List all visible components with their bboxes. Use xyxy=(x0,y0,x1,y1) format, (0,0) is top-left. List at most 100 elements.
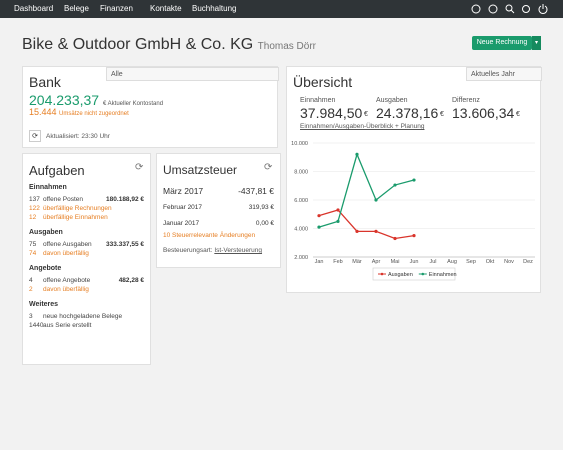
nav-item[interactable]: Dashboard xyxy=(14,4,54,13)
title: Übersicht xyxy=(293,74,353,90)
period: Januar 2017 xyxy=(163,220,200,227)
amount: 0,00 € xyxy=(255,220,274,227)
data-point xyxy=(355,229,359,233)
data-point xyxy=(412,178,416,182)
y-tick-label: 4.000 xyxy=(294,227,308,233)
legend-label: Einnahmen xyxy=(429,272,457,278)
data-point xyxy=(355,152,359,156)
amount: 482,28 € xyxy=(118,277,144,284)
group-title: Ausgaben xyxy=(29,229,63,236)
x-tick-label: Okt xyxy=(486,259,495,265)
series-line xyxy=(318,152,415,228)
y-tick-label: 2.000 xyxy=(294,255,308,261)
company: Bike & Outdoor GmbH & Co. KG xyxy=(22,36,254,53)
label: aus Serie erstellt xyxy=(43,322,92,329)
kpi-label: Einnahmen xyxy=(300,97,336,104)
count: 1440 xyxy=(29,322,44,329)
title: Bank xyxy=(29,74,61,90)
unassigned-line: 15.444 Umsätze nicht zugeordnet xyxy=(29,107,129,117)
nav-item[interactable]: Finanzen xyxy=(100,4,133,13)
balance-label: Aktueller Kontostand xyxy=(107,101,164,107)
nav-item[interactable]: Belege xyxy=(64,4,89,13)
x-tick-label: Mai xyxy=(391,259,400,265)
legend-dot xyxy=(380,272,384,276)
group-title: Weiteres xyxy=(29,301,59,308)
kpi-label: Ausgaben xyxy=(376,97,408,104)
title: Aufgaben xyxy=(29,163,85,178)
label: überfällige Einnahmen xyxy=(43,214,108,221)
dropdown-button[interactable]: ▾ xyxy=(532,36,541,50)
refresh-icon[interactable]: ⟳ xyxy=(264,162,273,173)
x-tick-label: Jul xyxy=(429,259,436,265)
data-point xyxy=(336,219,340,223)
currency: € xyxy=(102,101,107,107)
data-point xyxy=(393,183,397,187)
y-tick-label: 8.000 xyxy=(294,170,308,176)
kpi-value: 37.984,50 xyxy=(300,105,363,121)
count: 75 xyxy=(29,241,37,248)
tax-card: Umsatzsteuer ⟳ März 2017 -437,81 € Februar… xyxy=(156,153,281,268)
basis-label: Besteuerungsart: xyxy=(163,247,213,254)
label: davon überfällig xyxy=(43,250,89,257)
company-name: Bike & Outdoor GmbH & Co. KG Thomas Dörr xyxy=(22,36,316,54)
x-tick-label: Mär xyxy=(352,259,362,265)
label: neue hochgeladene Belege xyxy=(43,313,123,320)
period: Februar 2017 xyxy=(163,204,203,211)
data-point xyxy=(336,208,340,212)
nav-item[interactable]: Buchhaltung xyxy=(192,4,237,13)
tax-basis: Besteuerungsart: Ist-Versteuerung xyxy=(163,247,262,254)
x-tick-label: Aug xyxy=(447,259,457,265)
title: Umsatzsteuer xyxy=(163,163,238,177)
line-chart: 2.000 4.000 6.000 8.000 10.000 Jan Feb Mär Apr Ma… xyxy=(291,141,535,281)
label: offene Posten xyxy=(43,196,83,203)
count: 74 xyxy=(29,250,37,257)
refresh-icon[interactable]: ⟳ xyxy=(135,162,144,173)
account-select[interactable]: Alle xyxy=(106,67,279,81)
label: davon überfällig xyxy=(43,286,89,293)
label: offene Ausgaben xyxy=(43,241,92,248)
legend-label: Ausgaben xyxy=(388,272,413,278)
nav-bar xyxy=(0,0,563,18)
count: 3 xyxy=(29,313,33,320)
count: 2 xyxy=(29,286,33,293)
kpi-value: 24.378,16 xyxy=(376,105,439,121)
x-tick-label: Feb xyxy=(333,259,342,265)
refresh-button[interactable]: ⟳ xyxy=(29,130,41,142)
count: 122 xyxy=(29,205,40,212)
data-point xyxy=(317,214,321,218)
kpi-currency: € xyxy=(440,111,444,118)
legend-dot xyxy=(421,272,425,276)
x-tick-label: Jun xyxy=(410,259,419,265)
x-tick-label: Dez xyxy=(523,259,533,265)
new-invoice-button[interactable]: Neue Rechnung xyxy=(472,36,532,50)
group-title: Angebote xyxy=(29,265,62,272)
x-tick-label: Apr xyxy=(372,259,381,265)
nav-icons xyxy=(471,4,548,14)
legend-box xyxy=(372,267,456,281)
overview-link[interactable]: Einnahmen/Ausgaben-Überblick + Planung xyxy=(300,123,425,130)
nav-item[interactable]: Kontakte xyxy=(150,4,182,13)
bank-card: Bank Alle 204.233,37 € Aktueller Kontost… xyxy=(22,66,279,148)
basis[interactable]: Ist-Versteuerung xyxy=(214,247,263,254)
period-select[interactable]: Aktuelles Jahr xyxy=(466,67,542,81)
data-point xyxy=(374,198,378,202)
count: 4 xyxy=(29,277,33,284)
x-tick-label: Sep xyxy=(466,259,476,265)
unassigned: 15.444 xyxy=(29,107,57,117)
amount: -437,81 € xyxy=(238,186,274,196)
group-title: Einnahmen xyxy=(29,184,67,191)
balance-line: 204.233,37 € Aktueller Kontostand xyxy=(29,92,163,108)
unassigned-label: Umsätze nicht zugeordnet xyxy=(59,111,129,117)
updated: Aktualisiert: 23:30 Uhr xyxy=(46,133,110,140)
tax-link[interactable]: 10 Steuerrelevante Änderungen xyxy=(163,232,256,239)
count: 137 xyxy=(29,196,40,203)
data-point xyxy=(393,236,397,241)
amount: 333.337,55 € xyxy=(106,241,144,248)
tasks-card: Aufgaben ⟳ Einnahmen 137 offene Posten 180.… xyxy=(22,153,151,365)
period: März 2017 xyxy=(163,186,204,196)
kpi-value: 13.606,34 xyxy=(452,105,515,121)
count: 12 xyxy=(29,214,37,221)
balance: 204.233,37 xyxy=(29,92,100,108)
kpi-currency: € xyxy=(364,111,368,118)
